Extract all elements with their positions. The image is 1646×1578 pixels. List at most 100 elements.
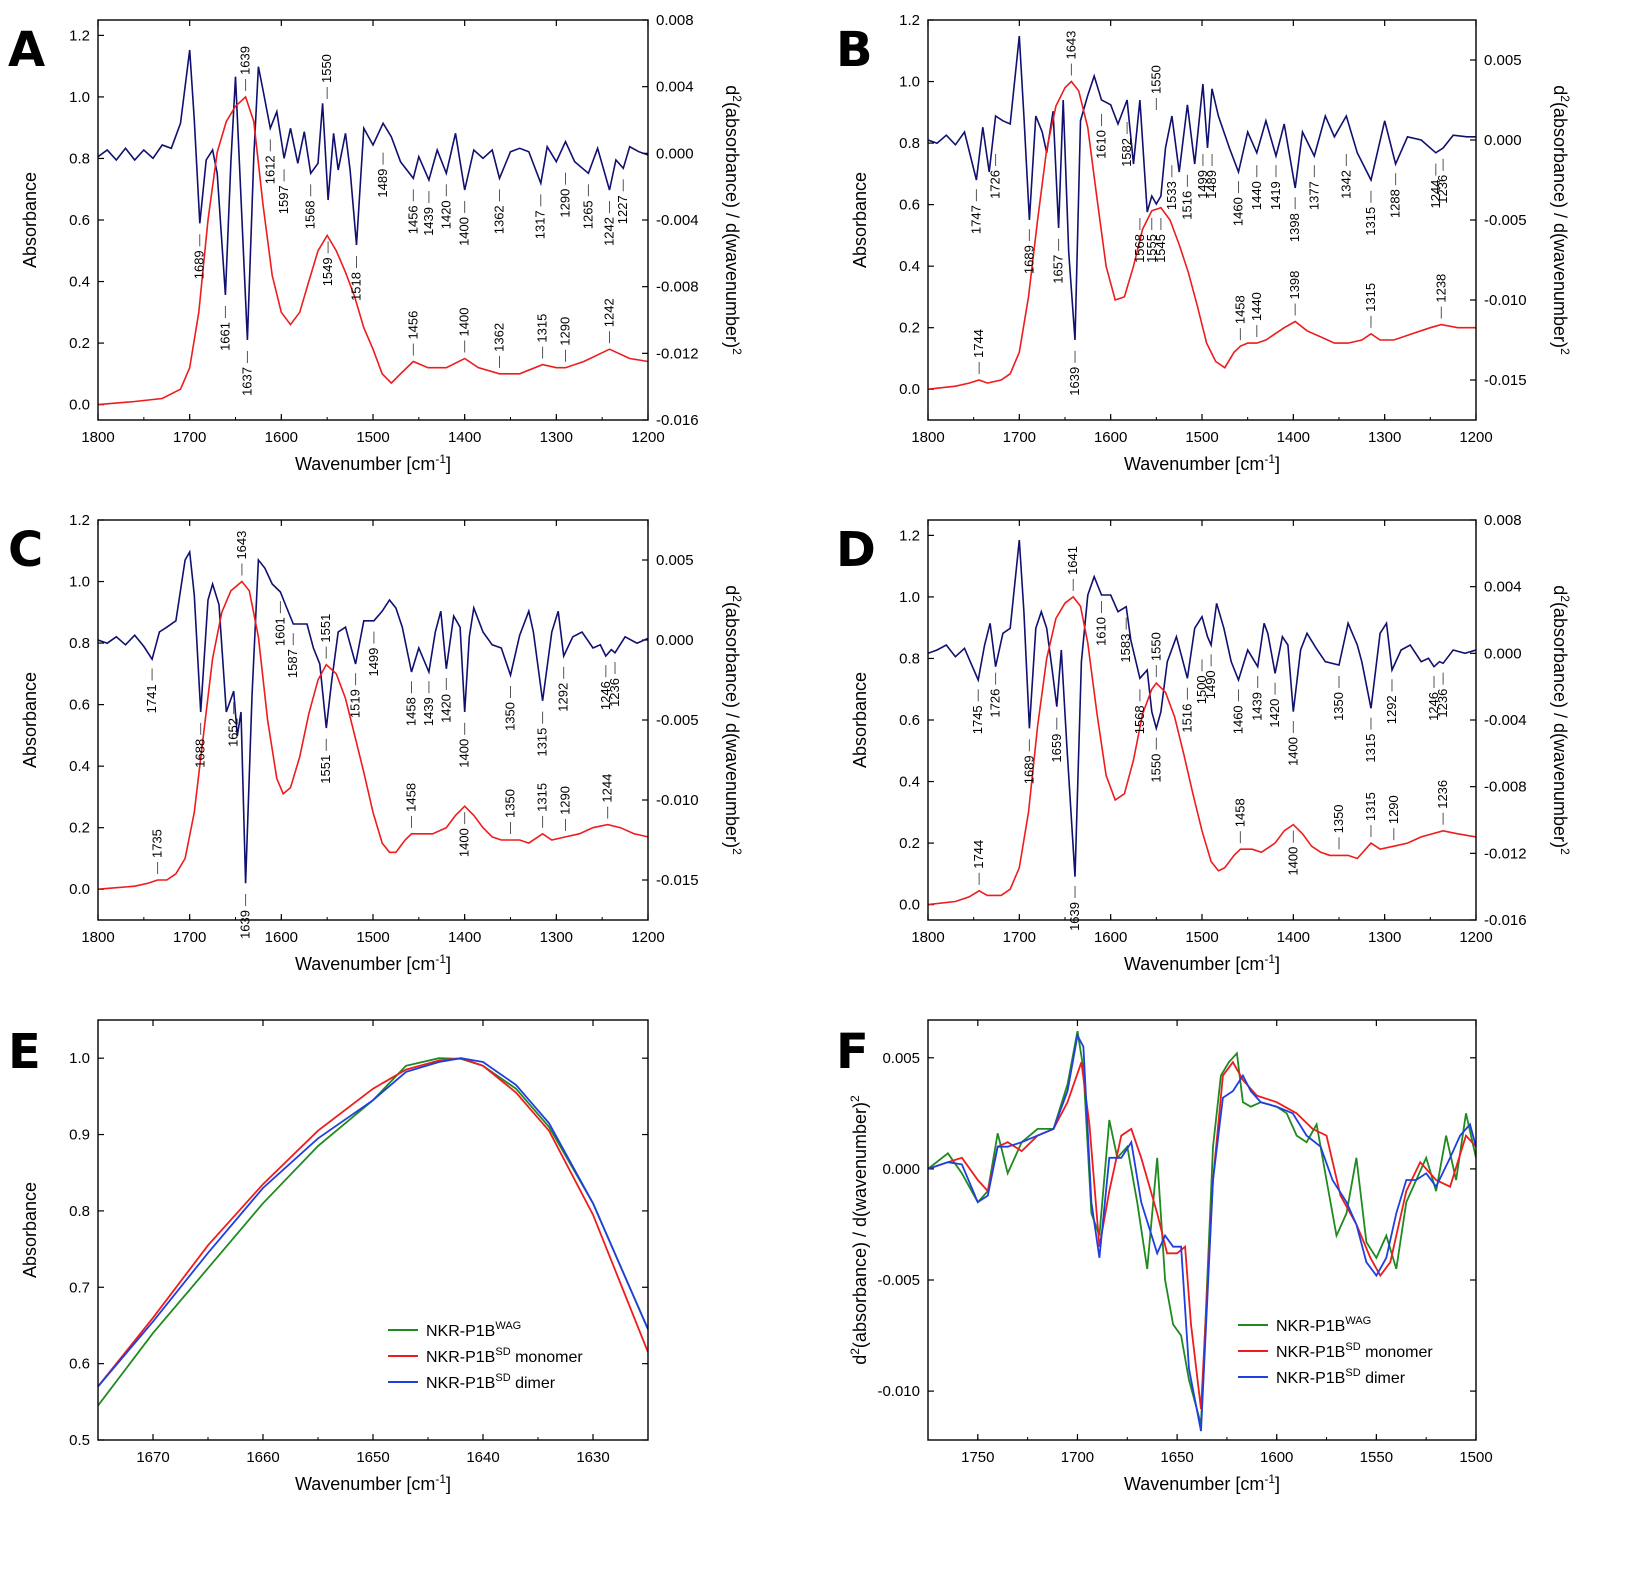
x-tick-label: 1200 bbox=[1459, 429, 1492, 446]
peak-label: 1657 bbox=[1051, 255, 1066, 284]
legend-label: NKR-P1BSD monomer bbox=[1276, 1341, 1433, 1361]
peak-label: 1741 bbox=[144, 684, 159, 713]
legend-label: NKR-P1BSD monomer bbox=[426, 1346, 583, 1366]
y2-tick-label: 0.005 bbox=[656, 552, 694, 569]
legend-label: NKR-P1BSD dimer bbox=[426, 1372, 556, 1392]
y2-axis-label: d2(absorbance) / d(wavenumber)2 bbox=[1550, 585, 1572, 855]
y2-axis-label: d2(absorbance) / d(wavenumber)2 bbox=[722, 85, 744, 355]
peak-label: 1440 bbox=[1249, 292, 1264, 321]
x-tick-label: 1200 bbox=[631, 929, 664, 946]
panel-e: E 1670 1660 1650 1640 1630 0.5 0.6 0.7 0.8 0.9 1.0 W… bbox=[8, 1019, 649, 1494]
peak-label: 1551 bbox=[318, 755, 333, 784]
peak-label: 1420 bbox=[1267, 699, 1282, 728]
peak-label: 1288 bbox=[1388, 189, 1403, 218]
y2-tick-label: 0.005 bbox=[1484, 52, 1522, 69]
peak-label: 1659 bbox=[1049, 734, 1064, 763]
peak-label: 1500 bbox=[1194, 675, 1209, 704]
peak-label: 1458 bbox=[404, 783, 419, 812]
x-tick-label: 1660 bbox=[246, 1449, 279, 1466]
y-tick-label: 0.8 bbox=[899, 135, 920, 152]
peak-label: 1246 bbox=[598, 681, 613, 710]
peak-label: 1439 bbox=[421, 207, 436, 236]
y-tick-label: 0.4 bbox=[899, 774, 920, 791]
series-line-monomer bbox=[98, 1057, 648, 1388]
peak-label: 1489 bbox=[1204, 170, 1219, 199]
y-tick-label: 0.6 bbox=[69, 212, 90, 229]
y-tick-label: 0.2 bbox=[69, 820, 90, 837]
peak-label: 1227 bbox=[615, 195, 630, 224]
peak-label: 1460 bbox=[1231, 705, 1246, 734]
peak-label: 1456 bbox=[405, 205, 420, 234]
x-tick-label: 1500 bbox=[1185, 929, 1218, 946]
y-tick-label: 0.000 bbox=[882, 1161, 920, 1178]
peak-label: 1549 bbox=[320, 257, 335, 286]
y-tick-label: 0.8 bbox=[69, 1203, 90, 1220]
peak-label: 1458 bbox=[1232, 295, 1247, 324]
peak-label: 1499 bbox=[1195, 170, 1210, 199]
peak-label: 1315 bbox=[1363, 283, 1378, 312]
peak-label: 1568 bbox=[1132, 234, 1147, 263]
x-tick-label: 1500 bbox=[1185, 429, 1218, 446]
x-axis-label: Wavenumber [cm-1] bbox=[1124, 952, 1280, 974]
y2-tick-label: -0.005 bbox=[656, 712, 699, 729]
x-axis-label: Wavenumber [cm-1] bbox=[1124, 1472, 1280, 1494]
y2-tick-label: -0.004 bbox=[1484, 712, 1527, 729]
panel-letter: C bbox=[8, 522, 43, 578]
x-tick-label: 1630 bbox=[576, 1449, 609, 1466]
legend-label: NKR-P1BWAG bbox=[426, 1320, 521, 1340]
peak-label: 1489 bbox=[375, 169, 390, 198]
x-tick-label: 1300 bbox=[1368, 929, 1401, 946]
panel-b: B 1800 1700 1600 1500 1400 1300 1200 0.0 0.2 0.4 0.… bbox=[836, 12, 1572, 474]
y-tick-label: 0.2 bbox=[899, 835, 920, 852]
y-tick-label: 0.8 bbox=[899, 650, 920, 667]
peak-label: 1400 bbox=[457, 828, 472, 857]
peak-label: 1236 bbox=[1435, 689, 1450, 718]
second-derivative-line bbox=[928, 539, 1476, 877]
x-tick-label: 1650 bbox=[1160, 1449, 1193, 1466]
peak-label: 1315 bbox=[535, 783, 550, 812]
peak-label: 1456 bbox=[405, 311, 420, 340]
x-axis-label: Wavenumber [cm-1] bbox=[295, 452, 451, 474]
x-tick-label: 1800 bbox=[911, 429, 944, 446]
peak-label: 1550 bbox=[319, 54, 334, 83]
absorbance-line bbox=[98, 95, 648, 406]
y-tick-label: 1.2 bbox=[69, 512, 90, 529]
y-tick-label: 0.2 bbox=[899, 320, 920, 337]
peak-label: 1601 bbox=[272, 617, 287, 646]
second-derivative-line bbox=[98, 549, 648, 884]
peak-label: 1350 bbox=[1331, 692, 1346, 721]
y-tick-label: 1.2 bbox=[899, 527, 920, 544]
y2-axis-label: d2(absorbance) / d(wavenumber)2 bbox=[722, 585, 744, 855]
x-tick-label: 1640 bbox=[466, 1449, 499, 1466]
plot-frame bbox=[927, 519, 1477, 921]
y-tick-label: 0.9 bbox=[69, 1127, 90, 1144]
x-tick-label: 1300 bbox=[540, 429, 573, 446]
series-line-wag bbox=[928, 1030, 1476, 1425]
peak-label: 1265 bbox=[580, 200, 595, 229]
peak-label: 1499 bbox=[366, 648, 381, 677]
y-tick-label: 0.0 bbox=[899, 897, 920, 914]
peak-label: 1639 bbox=[1067, 367, 1082, 396]
peak-label: 1290 bbox=[558, 317, 573, 346]
x-tick-label: 1400 bbox=[448, 929, 481, 946]
y-tick-label: 1.2 bbox=[899, 12, 920, 29]
second-derivative-line bbox=[928, 35, 1476, 341]
peak-label: 1290 bbox=[558, 189, 573, 218]
y2-tick-label: -0.005 bbox=[1484, 212, 1527, 229]
series-line-wag bbox=[98, 1057, 648, 1407]
panel-a: A 1800 1700 1600 1500 1400 1300 1200 0.0 0.2 0.4 0.… bbox=[8, 12, 744, 474]
peak-label: 1610 bbox=[1094, 617, 1109, 646]
y-tick-label: 0.6 bbox=[69, 1356, 90, 1373]
peak-label: 1551 bbox=[318, 614, 333, 643]
peak-label: 1582 bbox=[1119, 138, 1134, 167]
peak-label: 1652 bbox=[226, 718, 241, 747]
plot-area bbox=[928, 35, 1476, 390]
peak-label: 1350 bbox=[1331, 804, 1346, 833]
y-tick-label: 0.8 bbox=[69, 635, 90, 652]
peak-label: 1550 bbox=[1148, 754, 1163, 783]
peak-label: 1661 bbox=[217, 322, 232, 351]
y-tick-label: 0.2 bbox=[69, 335, 90, 352]
peak-label: 1518 bbox=[349, 272, 364, 301]
peak-label: 1745 bbox=[970, 705, 985, 734]
